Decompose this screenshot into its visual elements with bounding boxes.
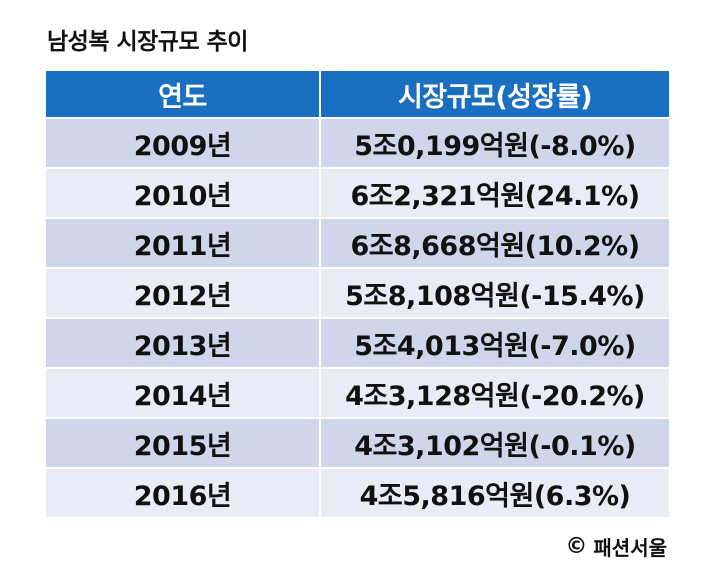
cell-market-size: 4조3,102억원(-0.1%) [321,419,669,469]
table-row: 2011년 6조8,668억원(10.2%) [46,219,669,269]
cell-year: 2013년 [46,319,321,369]
header-market-size: 시장규모(성장률) [321,71,669,119]
cell-market-size: 4조3,128억원(-20.2%) [321,369,669,419]
page-title: 남성복 시장규모 추이 [47,29,248,55]
table-row: 2009년 5조0,199억원(-8.0%) [46,119,669,169]
cell-year: 2010년 [46,169,321,219]
table-row: 2015년 4조3,102억원(-0.1%) [46,419,669,469]
cell-year: 2016년 [46,469,321,519]
cell-market-size: 4조5,816억원(6.3%) [321,469,669,519]
cell-market-size: 5조4,013억원(-7.0%) [321,319,669,369]
cell-market-size: 6조8,668억원(10.2%) [321,219,669,269]
cell-market-size: 5조8,108억원(-15.4%) [321,269,669,319]
table-row: 2013년 5조4,013억원(-7.0%) [46,319,669,369]
cell-year: 2012년 [46,269,321,319]
cell-year: 2011년 [46,219,321,269]
table-row: 2016년 4조5,816억원(6.3%) [46,469,669,519]
table-header-row: 연도 시장규모(성장률) [46,71,669,119]
copyright-icon: © [565,533,588,559]
cell-year: 2014년 [46,369,321,419]
table-row: 2014년 4조3,128억원(-20.2%) [46,369,669,419]
cell-market-size: 5조0,199억원(-8.0%) [321,119,669,169]
table-row: 2012년 5조8,108억원(-15.4%) [46,269,669,319]
header-year: 연도 [46,71,321,119]
cell-year: 2009년 [46,119,321,169]
cell-year: 2015년 [46,419,321,469]
table-row: 2010년 6조2,321억원(24.1%) [46,169,669,219]
cell-market-size: 6조2,321억원(24.1%) [321,169,669,219]
market-size-table: 연도 시장규모(성장률) 2009년 5조0,199억원(-8.0%) 2010… [46,71,669,519]
source-credit: © 패션서울 [565,532,667,561]
source-text: 패션서울 [593,536,667,560]
